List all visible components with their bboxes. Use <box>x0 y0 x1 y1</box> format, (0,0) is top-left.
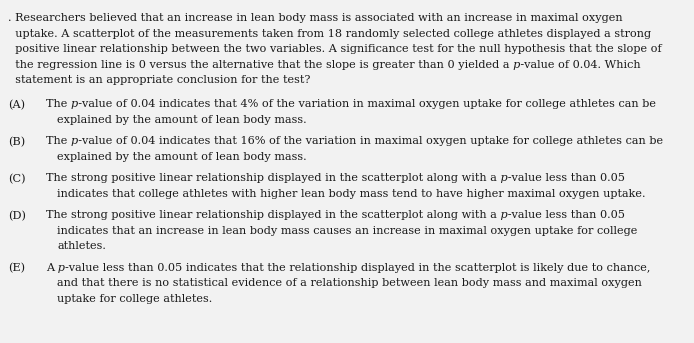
Text: (D): (D) <box>8 211 26 221</box>
Text: . Researchers believed that an increase in lean body mass is associated with an : . Researchers believed that an increase … <box>8 13 623 23</box>
Text: The 𝑝-value of 0.04 indicates that 4% of the variation in maximal oxygen uptake : The 𝑝-value of 0.04 indicates that 4% of… <box>46 99 656 109</box>
Text: The strong positive linear relationship displayed in the scatterplot along with : The strong positive linear relationship … <box>46 211 625 221</box>
Text: A 𝑝-value less than 0.05 indicates that the relationship displayed in the scatte: A 𝑝-value less than 0.05 indicates that … <box>46 263 650 273</box>
Text: and that there is no statistical evidence of a relationship between lean body ma: and that there is no statistical evidenc… <box>57 279 642 288</box>
Text: The strong positive linear relationship displayed in the scatterplot along with : The strong positive linear relationship … <box>46 174 625 184</box>
Text: explained by the amount of lean body mass.: explained by the amount of lean body mas… <box>57 115 307 125</box>
Text: (B): (B) <box>8 137 25 147</box>
Text: uptake for college athletes.: uptake for college athletes. <box>57 294 212 304</box>
Text: indicates that an increase in lean body mass causes an increase in maximal oxyge: indicates that an increase in lean body … <box>57 226 637 236</box>
Text: the regression line is 0 versus the alternative that the slope is greater than 0: the regression line is 0 versus the alte… <box>8 59 641 70</box>
Text: statement is an appropriate conclusion for the test?: statement is an appropriate conclusion f… <box>8 75 310 85</box>
Text: (C): (C) <box>8 174 26 184</box>
Text: athletes.: athletes. <box>57 241 106 251</box>
Text: uptake. A scatterplot of the measurements taken from 18 randomly selected colleg: uptake. A scatterplot of the measurement… <box>8 28 651 38</box>
Text: The 𝑝-value of 0.04 indicates that 16% of the variation in maximal oxygen uptake: The 𝑝-value of 0.04 indicates that 16% o… <box>46 137 663 146</box>
Text: (A): (A) <box>8 99 25 110</box>
Text: positive linear relationship between the two variables. A significance test for : positive linear relationship between the… <box>8 44 661 54</box>
Text: explained by the amount of lean body mass.: explained by the amount of lean body mas… <box>57 152 307 162</box>
Text: indicates that college athletes with higher lean body mass tend to have higher m: indicates that college athletes with hig… <box>57 189 645 199</box>
Text: (E): (E) <box>8 263 25 273</box>
